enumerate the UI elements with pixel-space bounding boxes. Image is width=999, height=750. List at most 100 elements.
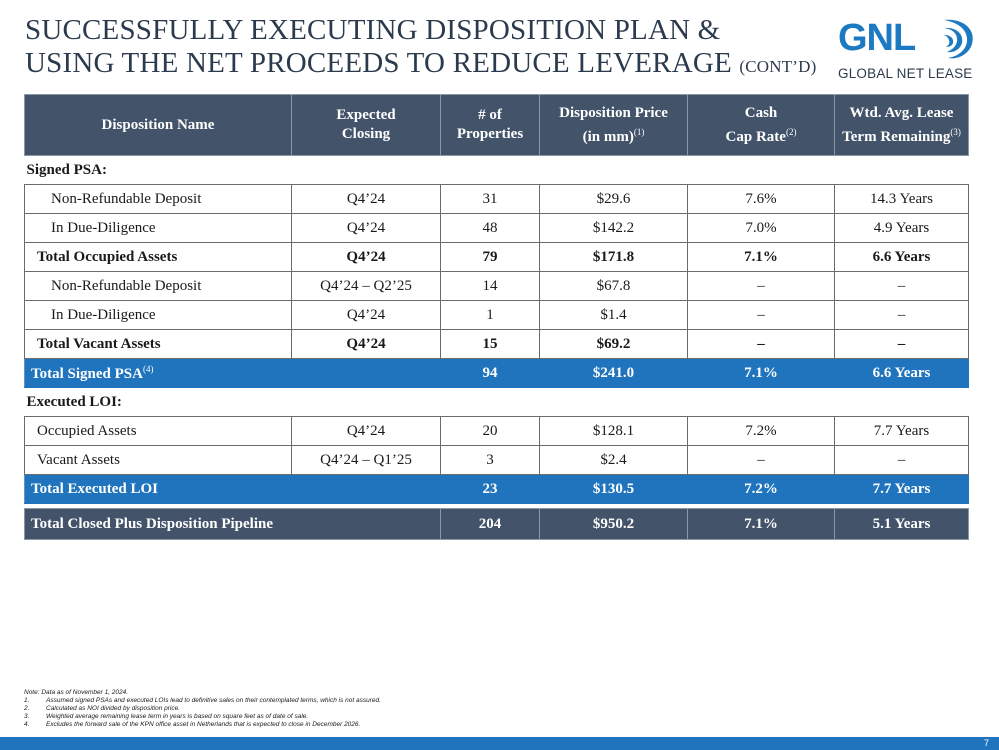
table-row: In Due-Diligence Q4’24 48 $142.2 7.0% 4.… <box>24 213 969 243</box>
row-name: Occupied Assets <box>24 416 292 446</box>
footer-bar <box>0 737 999 750</box>
header-expected-closing: Expected Closing <box>291 94 441 156</box>
title-suffix: (CONT’D) <box>739 57 817 76</box>
section-signed-psa: Signed PSA: <box>25 156 969 185</box>
header-term-line2: Term Remaining <box>842 128 951 145</box>
header-cash-cap-rate: Cash Cap Rate(2) <box>687 94 835 156</box>
disposition-table: Disposition Name Expected Closing # of Pro… <box>24 94 969 540</box>
row-properties: 1 <box>440 300 540 330</box>
row-closing: Q4’24 – Q1’25 <box>291 445 441 475</box>
row-properties: 204 <box>440 508 540 540</box>
row-price: $130.5 <box>539 474 688 504</box>
row-properties: 3 <box>440 445 540 475</box>
row-name: Total Executed LOI <box>24 474 292 504</box>
header-price-line1: Disposition Price <box>559 104 668 121</box>
row-price: $142.2 <box>539 213 688 243</box>
table-row-total-executed-loi: Total Executed LOI 23 $130.5 7.2% 7.7 Ye… <box>24 474 969 504</box>
row-lease-term: 7.7 Years <box>834 416 969 446</box>
header-closing-line1: Expected <box>336 107 396 123</box>
row-price: $171.8 <box>539 242 688 272</box>
footnote-number: 3. <box>24 713 30 720</box>
row-closing: Q4’24 <box>291 300 441 330</box>
table-row: Occupied Assets Q4’24 20 $128.1 7.2% 7.7… <box>24 416 969 446</box>
row-cap-rate: 7.1% <box>687 358 835 388</box>
table-header-row: Disposition Name Expected Closing # of Pro… <box>24 94 969 156</box>
row-lease-term: 4.9 Years <box>834 213 969 243</box>
row-price: $1.4 <box>539 300 688 330</box>
header-lease-term: Wtd. Avg. Lease Term Remaining(3) <box>834 94 969 156</box>
footnote-text: Weighted average remaining lease term in… <box>46 713 309 720</box>
row-cap-rate: – <box>687 329 835 359</box>
row-cap-rate: – <box>687 271 835 301</box>
header-cap-line2: Cap Rate <box>725 128 786 145</box>
row-lease-term: 5.1 Years <box>834 508 969 540</box>
section-label: Executed LOI: <box>26 393 122 410</box>
row-cap-rate: 7.0% <box>687 213 835 243</box>
row-cap-rate: 7.1% <box>687 242 835 272</box>
footnote-item: 1. Assumed signed PSAs and executed LOIs … <box>24 697 724 705</box>
footnote-intro: Note: Data as of November 1, 2024. <box>24 689 129 696</box>
footnote-item: 3. Weighted average remaining lease term … <box>24 713 724 721</box>
table-row: Vacant Assets Q4’24 – Q1’25 3 $2.4 – – <box>24 445 969 475</box>
row-cap-rate: 7.2% <box>687 474 835 504</box>
row-closing: Q4’24 – Q2’25 <box>291 271 441 301</box>
page-number: 7 <box>983 738 989 748</box>
footnote-number: 2. <box>24 705 30 712</box>
row-price: $2.4 <box>539 445 688 475</box>
header-disposition-price: Disposition Price (in mm)(1) <box>539 94 688 156</box>
row-properties: 94 <box>440 358 540 388</box>
row-lease-term: – <box>834 329 969 359</box>
table-row-grand-total: Total Closed Plus Disposition Pipeline 2… <box>24 508 969 540</box>
header-term-footnote: (3) <box>950 126 961 137</box>
row-name: In Due-Diligence <box>24 213 292 243</box>
row-name: Vacant Assets <box>24 445 292 475</box>
row-closing: Q4’24 <box>291 213 441 243</box>
footnote-item: 2. Calculated as NOI divided by dispositi… <box>24 705 724 713</box>
row-lease-term: – <box>834 445 969 475</box>
row-properties: 48 <box>440 213 540 243</box>
row-name: Non-Refundable Deposit <box>24 271 292 301</box>
row-name: Total Occupied Assets <box>24 242 292 272</box>
row-lease-term: – <box>834 300 969 330</box>
header-disposition-name: Disposition Name <box>24 94 292 156</box>
row-cap-rate: 7.1% <box>687 508 835 540</box>
total-signed-footnote: (4) <box>142 363 154 374</box>
logo-mark: GNL <box>838 17 916 59</box>
title-line-2: USING THE NET PROCEEDS TO REDUCE LEVERAG… <box>25 47 845 83</box>
row-name: Total Signed PSA(4) <box>24 358 292 388</box>
row-name: In Due-Diligence <box>24 300 292 330</box>
row-closing: Q4’24 <box>291 329 441 359</box>
title-line-1: SUCCESSFULLY EXECUTING DISPOSITION PLAN … <box>25 14 721 46</box>
row-properties: 79 <box>440 242 540 272</box>
row-properties: 14 <box>440 271 540 301</box>
footnote-item: 4. Excludes the forward sale of the KPN o… <box>24 721 724 729</box>
row-cap-rate: – <box>687 445 835 475</box>
header-props-line2: Properties <box>456 126 524 142</box>
total-signed-label: Total Signed PSA <box>31 365 143 382</box>
footnote-text: Calculated as NOI divided by disposition… <box>46 705 181 712</box>
gnl-logo: GNL GLOBAL NET LEASE <box>836 14 986 84</box>
row-lease-term: – <box>834 271 969 301</box>
row-lease-term: 6.6 Years <box>834 358 969 388</box>
row-lease-term: 7.7 Years <box>834 474 969 504</box>
row-price: $67.8 <box>539 271 688 301</box>
header-price-line2: (in mm) <box>582 128 634 145</box>
row-cap-rate: 7.6% <box>687 184 835 214</box>
row-properties: 15 <box>440 329 540 359</box>
row-name: Non-Refundable Deposit <box>24 184 292 214</box>
section-executed-loi: Executed LOI: <box>25 388 969 417</box>
row-name: Total Vacant Assets <box>24 329 292 359</box>
row-cap-rate: 7.2% <box>687 416 835 446</box>
footnote-number: 4. <box>24 721 30 728</box>
section-label: Signed PSA: <box>26 161 107 178</box>
row-closing <box>291 474 441 504</box>
row-properties: 23 <box>440 474 540 504</box>
header-props-line1: # of <box>478 107 502 123</box>
header-properties: # of Properties <box>440 94 540 156</box>
row-closing: Q4’24 <box>291 242 441 272</box>
table-row-subtotal: Total Vacant Assets Q4’24 15 $69.2 – – <box>24 329 969 359</box>
row-lease-term: 14.3 Years <box>834 184 969 214</box>
row-properties: 20 <box>440 416 540 446</box>
table-row: Non-Refundable Deposit Q4’24 31 $29.6 7.… <box>24 184 969 214</box>
row-closing: Q4’24 <box>291 184 441 214</box>
